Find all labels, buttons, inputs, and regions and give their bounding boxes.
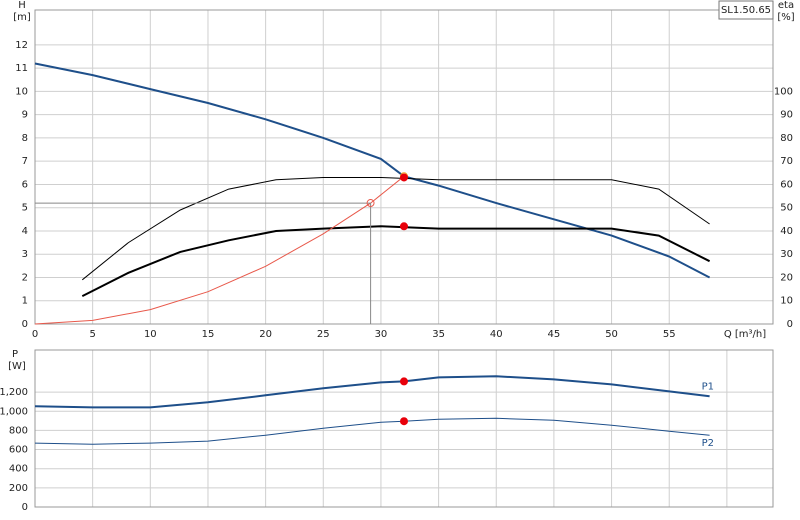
- curve: [35, 202, 372, 324]
- series-label: P1: [702, 381, 714, 392]
- y2-tick-label: 50: [780, 203, 793, 214]
- y2-tick-label: 40: [780, 226, 793, 237]
- y-tick-label: 600: [9, 445, 28, 456]
- x-tick-label: 25: [317, 329, 330, 340]
- y-tick-label: 5: [22, 203, 28, 214]
- x-tick-label: 5: [89, 329, 95, 340]
- y-axis-label: H: [18, 0, 26, 11]
- y-tick-label: 10: [15, 86, 28, 97]
- y-axis-label: P: [12, 349, 18, 360]
- duty-point: [366, 199, 375, 208]
- y-tick-label: 7: [22, 156, 28, 167]
- curve: [81, 177, 710, 281]
- duty-point: [400, 377, 408, 386]
- x-tick-label: 15: [202, 329, 215, 340]
- curve: [34, 62, 711, 279]
- y2-tick-label: 90: [780, 110, 793, 121]
- title-box: [718, 0, 774, 20]
- y2-tick-label: 20: [780, 272, 793, 283]
- plot-frame: [34, 349, 774, 508]
- y-tick-label: 0: [22, 319, 28, 330]
- y2-tick-label: 10: [780, 296, 793, 307]
- y2-tick-label: 0: [787, 319, 793, 330]
- y2-axis-label: eta: [778, 0, 794, 11]
- x-tick-label: 55: [663, 329, 676, 340]
- y2-axis-unit: [%]: [777, 12, 794, 23]
- y-tick-label: 1: [22, 296, 28, 307]
- y-tick-label: 1,000: [0, 406, 28, 417]
- y-tick-label: 200: [9, 483, 28, 494]
- duty-point: [400, 222, 408, 231]
- y2-tick-label: 100: [774, 86, 793, 97]
- y-tick-label: 12: [15, 40, 28, 51]
- series-label: P2: [702, 438, 714, 449]
- chart-title: SL1.50.65: [721, 5, 771, 16]
- y-tick-label: 2: [22, 272, 28, 283]
- y-tick-label: 4: [22, 226, 28, 237]
- y-tick-label: 6: [22, 179, 28, 190]
- y-tick-label: 1,200: [0, 387, 28, 398]
- y-tick-label: 9: [22, 110, 28, 121]
- x-tick-label: 35: [432, 329, 445, 340]
- curve: [34, 375, 710, 409]
- y2-tick-label: 60: [780, 179, 793, 190]
- y-tick-label: 8: [22, 133, 28, 144]
- curve: [81, 225, 711, 297]
- y2-tick-label: 70: [780, 156, 793, 167]
- y-axis-unit: [m]: [13, 12, 31, 23]
- y-tick-label: 3: [22, 249, 28, 260]
- x-tick-label: 0: [32, 329, 38, 340]
- x-axis-label: Q [m³/h]: [724, 329, 766, 340]
- duty-point: [400, 173, 408, 182]
- plot-background: [35, 350, 773, 507]
- y2-tick-label: 80: [780, 133, 793, 144]
- x-tick-label: 40: [490, 329, 503, 340]
- y-axis-unit: [W]: [8, 361, 26, 372]
- x-tick-label: 20: [259, 329, 272, 340]
- curve: [34, 417, 710, 445]
- y-tick-label: 800: [9, 425, 28, 436]
- plot-frame: [34, 9, 774, 325]
- y-tick-label: 0: [22, 502, 28, 513]
- x-tick-label: 30: [375, 329, 388, 340]
- plot-background: [35, 10, 773, 324]
- x-tick-label: 50: [605, 329, 618, 340]
- y-tick-label: 400: [9, 464, 28, 475]
- y-tick-label: 11: [15, 63, 28, 74]
- x-tick-label: 45: [548, 329, 561, 340]
- curve: [34, 175, 405, 325]
- y2-tick-label: 30: [780, 249, 793, 260]
- duty-point: [400, 417, 408, 426]
- x-tick-label: 10: [144, 329, 157, 340]
